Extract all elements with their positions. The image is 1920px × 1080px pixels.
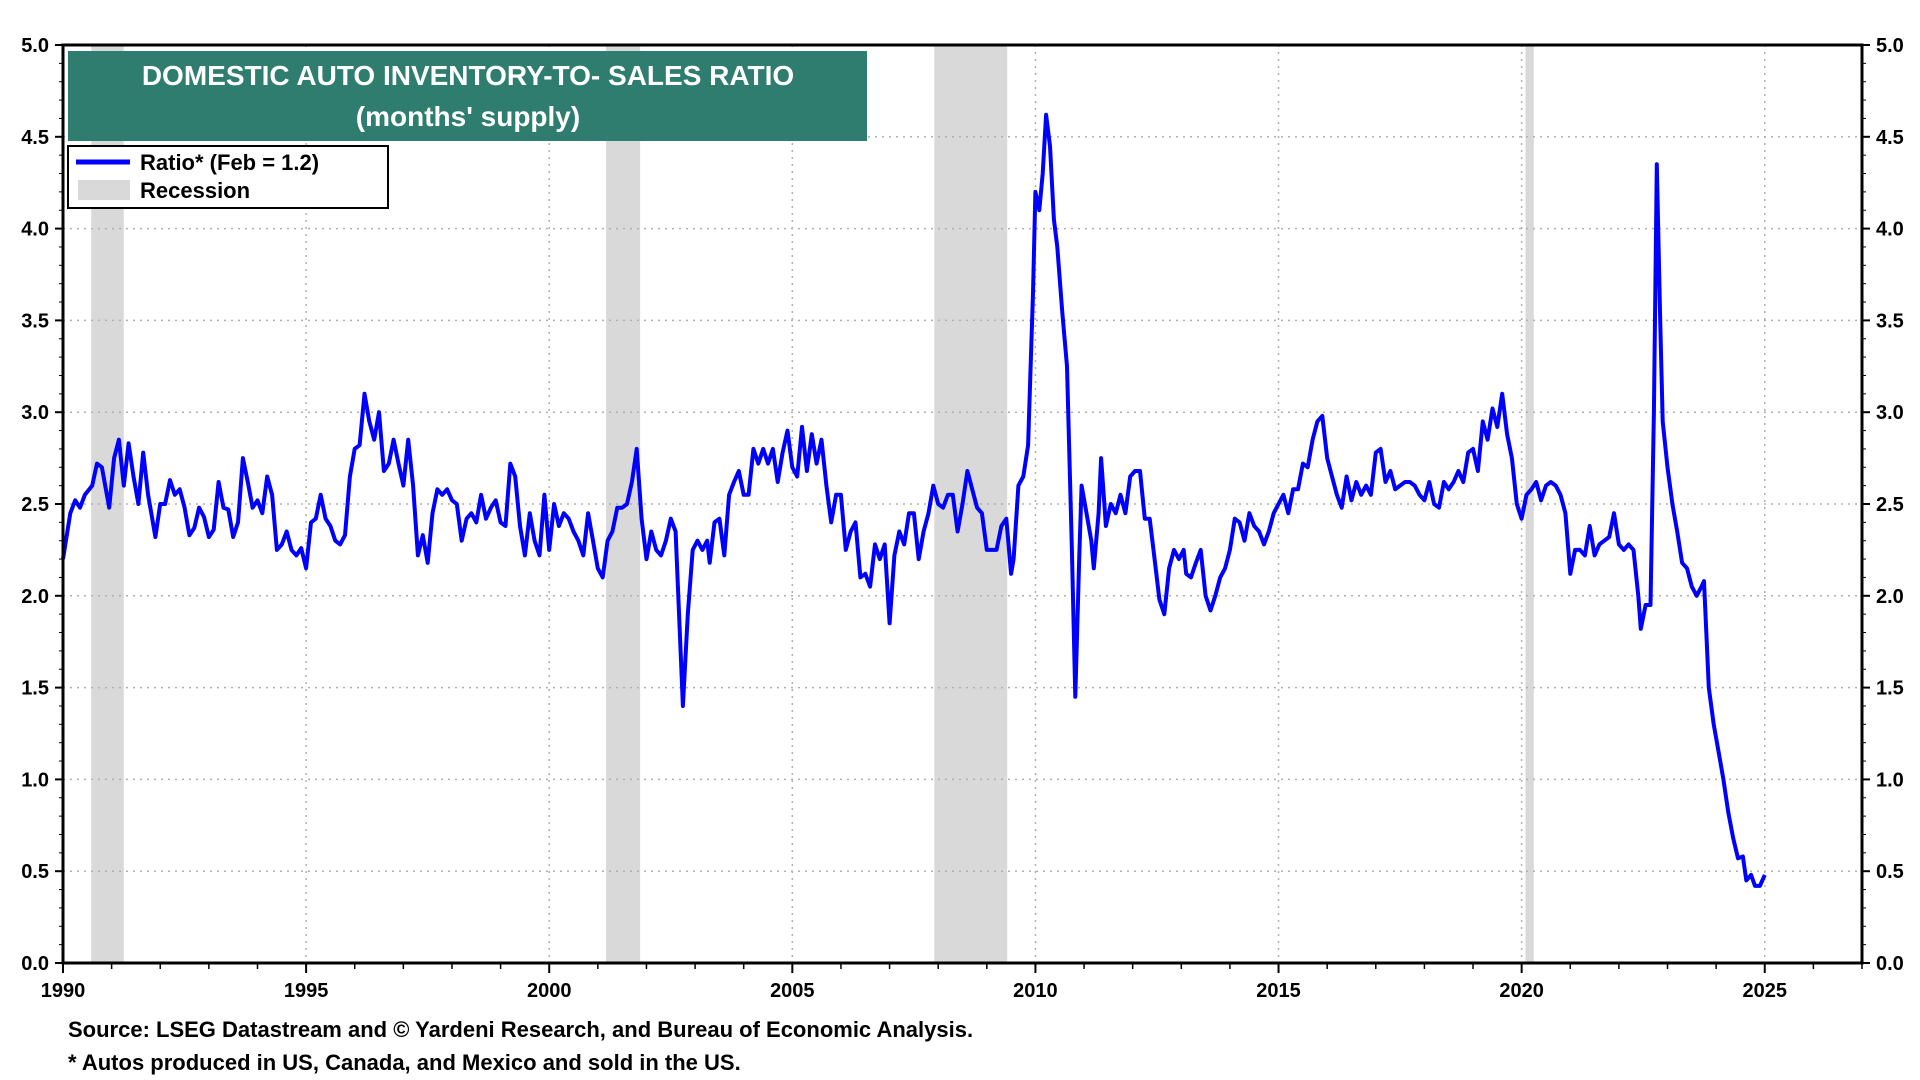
- y-tick-label-right-9: 4.5: [1876, 127, 1904, 149]
- x-tick-label-5: 2015: [1256, 980, 1301, 1002]
- x-tick-label-6: 2020: [1499, 980, 1544, 1002]
- y-tick-label-right-4: 2.0: [1876, 586, 1904, 608]
- legend-recession-swatch: [78, 180, 130, 200]
- y-tick-label-right-3: 1.5: [1876, 678, 1904, 700]
- y-tick-label-right-6: 3.0: [1876, 402, 1904, 424]
- autos-footnote: * Autos produced in US, Canada, and Mexi…: [68, 1050, 741, 1075]
- series-layer: [61, 112, 1767, 888]
- legend-label-ratio: Ratio* (Feb = 1.2): [140, 150, 319, 175]
- grid-lines: [63, 45, 1862, 963]
- y-tick-label-right-2: 1.0: [1876, 769, 1904, 791]
- y-tick-label-right-0: 0.0: [1876, 953, 1904, 975]
- y-tick-label-left-8: 4.0: [21, 219, 49, 241]
- y-tick-label-right-1: 0.5: [1876, 861, 1904, 883]
- x-tick-label-0: 1990: [41, 980, 86, 1002]
- recession-band-3: [1525, 45, 1534, 963]
- chart-subtitle: (months' supply): [356, 101, 580, 132]
- y-tick-label-left-1: 0.5: [21, 861, 49, 883]
- chart-title: DOMESTIC AUTO INVENTORY-TO- SALES RATIO: [142, 60, 794, 91]
- axis-ticks: 0.0 0.0 0.5 0.5 1.0 1.0 1.5 1.5 2.0 2.0 2.5 2.5 3.0 3…: [21, 35, 1904, 1002]
- y-tick-label-left-10: 5.0: [21, 35, 49, 57]
- y-tick-label-left-0: 0.0: [21, 953, 49, 975]
- y-tick-label-left-4: 2.0: [21, 586, 49, 608]
- y-tick-label-left-6: 3.0: [21, 402, 49, 424]
- y-tick-label-left-7: 3.5: [21, 310, 49, 332]
- y-tick-label-left-2: 1.0: [21, 769, 49, 791]
- title-box: DOMESTIC AUTO INVENTORY-TO- SALES RATIO …: [68, 51, 867, 141]
- x-tick-label-7: 2025: [1743, 980, 1788, 1002]
- y-tick-label-left-3: 1.5: [21, 678, 49, 700]
- x-tick-label-4: 2010: [1013, 980, 1058, 1002]
- legend: Ratio* (Feb = 1.2) Recession: [67, 145, 389, 209]
- legend-label-recession: Recession: [140, 178, 250, 203]
- y-tick-label-right-5: 2.5: [1876, 494, 1904, 516]
- y-tick-label-left-9: 4.5: [21, 127, 49, 149]
- x-tick-label-2: 2000: [527, 980, 572, 1002]
- x-tick-label-3: 2005: [770, 980, 815, 1002]
- y-tick-label-right-10: 5.0: [1876, 35, 1904, 57]
- y-tick-label-left-5: 2.5: [21, 494, 49, 516]
- y-tick-label-right-7: 3.5: [1876, 310, 1904, 332]
- x-tick-label-1: 1995: [284, 980, 329, 1002]
- series-line-0: [61, 112, 1767, 888]
- y-tick-label-right-8: 4.0: [1876, 219, 1904, 241]
- source-note: Source: LSEG Datastream and © Yardeni Re…: [68, 1017, 974, 1042]
